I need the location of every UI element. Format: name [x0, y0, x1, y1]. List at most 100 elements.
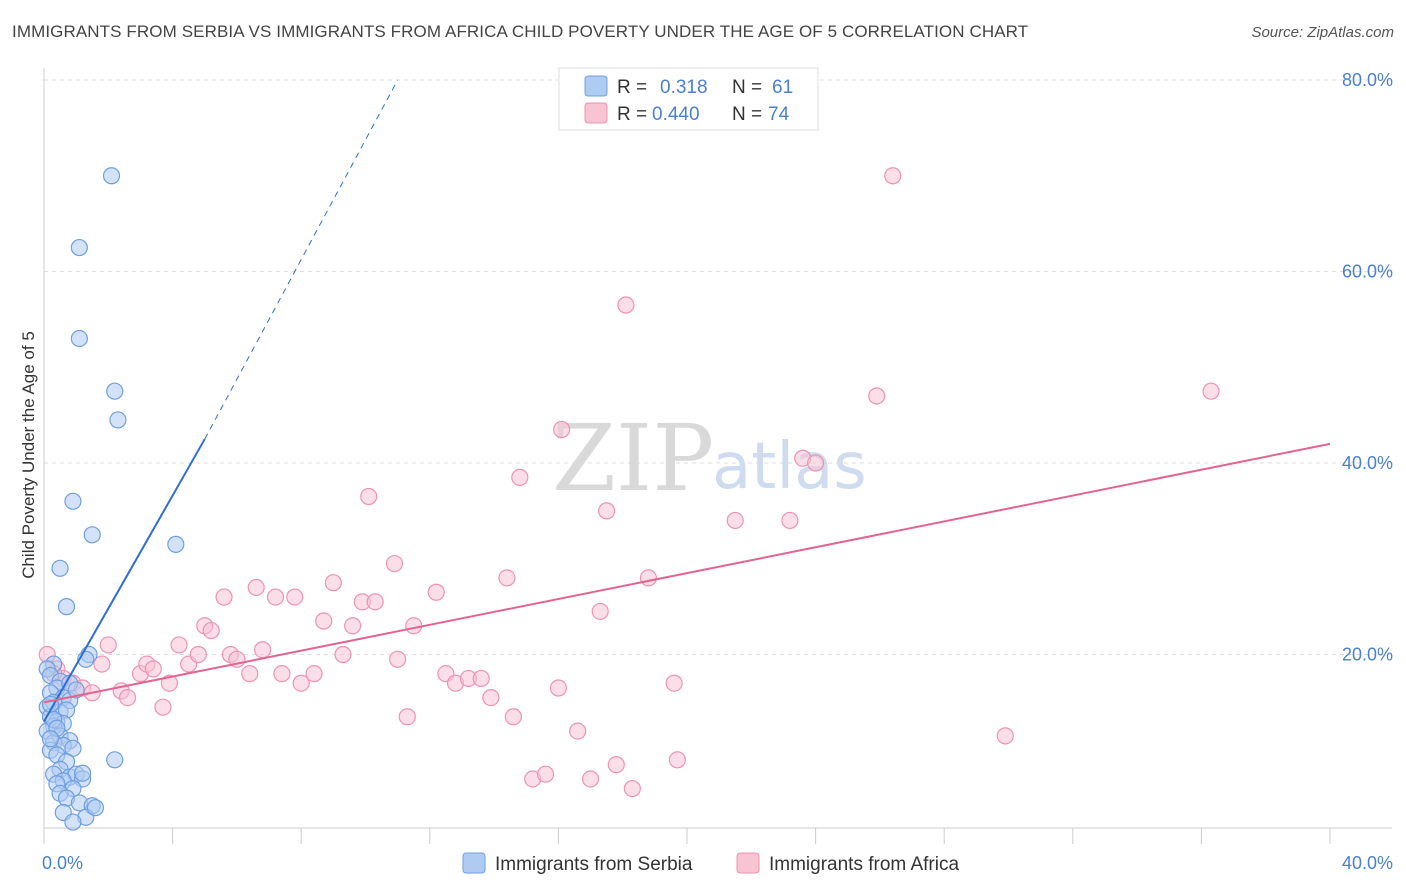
africa-point — [472, 669, 490, 688]
africa-point — [884, 167, 902, 185]
africa-point — [315, 612, 333, 630]
serbia-point — [70, 238, 88, 257]
serbia-point — [106, 382, 124, 400]
serbia-point — [67, 681, 85, 699]
africa-point — [1202, 382, 1220, 400]
africa-point — [498, 569, 516, 587]
africa-point — [389, 650, 407, 668]
africa-point — [617, 296, 635, 314]
series-legend: Immigrants from Serbia Immigrants from A… — [462, 852, 959, 875]
africa-point — [215, 588, 233, 606]
gridlines — [44, 79, 1392, 655]
africa-point — [247, 578, 265, 597]
africa-point — [385, 554, 404, 573]
africa-point — [868, 387, 886, 405]
series-serbia-points — [38, 167, 185, 831]
africa-point — [241, 665, 259, 683]
africa-point — [591, 602, 609, 621]
watermark: ZIP atlas — [552, 405, 867, 512]
africa-point — [360, 487, 378, 506]
legend-r-value-africa: 0.440 — [652, 104, 700, 125]
serbia-point — [83, 526, 101, 544]
serbia-point — [64, 492, 82, 510]
africa-point — [569, 722, 587, 740]
africa-point — [598, 502, 616, 520]
africa-point — [553, 420, 571, 439]
africa-point — [581, 770, 600, 788]
x-tick-marks — [43, 828, 1331, 844]
series-legend-swatch-africa[interactable] — [736, 852, 760, 874]
africa-point — [405, 617, 423, 635]
africa-point — [170, 636, 188, 654]
africa-point — [996, 727, 1014, 745]
africa-point — [144, 660, 162, 678]
africa-point — [668, 751, 686, 769]
serbia-point — [109, 411, 127, 429]
series-legend-label-serbia[interactable]: Immigrants from Serbia — [495, 854, 693, 875]
trend-line-serbia — [43, 438, 206, 723]
africa-point — [344, 617, 362, 635]
y-tick-labels: 20.0% 40.0% 60.0% 80.0% — [1342, 70, 1393, 665]
africa-point — [607, 756, 625, 774]
y-tick-label: 20.0% — [1342, 645, 1393, 665]
africa-point — [549, 679, 568, 697]
serbia-point — [64, 813, 82, 831]
africa-point — [324, 574, 342, 592]
africa-point — [202, 621, 220, 640]
africa-point — [292, 674, 310, 692]
africa-point — [665, 674, 683, 692]
trend-lines — [43, 79, 1331, 723]
legend-r-label: R = — [617, 77, 647, 98]
x-tick-label-max: 40.0% — [1342, 853, 1393, 873]
y-tick-label: 80.0% — [1342, 70, 1393, 90]
watermark-atlas: atlas — [712, 430, 867, 504]
legend-r-label: R = — [617, 104, 647, 125]
africa-point — [273, 665, 291, 683]
legend-r-value-serbia: 0.318 — [660, 77, 708, 98]
x-tick-label-min: 0.0% — [42, 853, 83, 873]
africa-point — [286, 588, 304, 606]
africa-point — [536, 765, 555, 783]
africa-point — [623, 779, 641, 798]
y-tick-label: 60.0% — [1342, 262, 1393, 282]
africa-point — [427, 583, 445, 601]
africa-point — [334, 645, 352, 664]
trend-line-serbia-extension — [204, 79, 399, 440]
legend-n-label: N = — [732, 77, 762, 98]
y-axis-label: Child Poverty Under the Age of 5 — [19, 331, 38, 579]
serbia-point — [70, 329, 88, 348]
legend-n-value-africa: 74 — [768, 104, 790, 125]
legend-n-label: N = — [732, 104, 762, 125]
chart-title: IMMIGRANTS FROM SERBIA VS IMMIGRANTS FRO… — [12, 22, 1029, 41]
africa-point — [154, 698, 172, 716]
trend-line-africa — [43, 442, 1331, 704]
africa-point — [639, 569, 658, 587]
serbia-point — [167, 535, 185, 553]
serbia-point — [102, 167, 121, 185]
africa-point — [398, 708, 416, 726]
y-tick-label: 40.0% — [1342, 453, 1393, 473]
africa-point — [160, 674, 178, 692]
africa-point — [781, 511, 799, 530]
africa-point — [806, 454, 825, 472]
africa-point — [254, 641, 272, 659]
serbia-point — [41, 730, 60, 748]
series-legend-label-africa[interactable]: Immigrants from Africa — [769, 854, 959, 875]
africa-point — [118, 688, 137, 707]
africa-point — [504, 708, 522, 726]
serbia-point — [86, 799, 105, 817]
legend-swatch-africa — [584, 102, 608, 124]
serbia-point — [51, 559, 69, 577]
africa-point — [305, 665, 323, 683]
legend-n-value-serbia: 61 — [772, 77, 793, 98]
serbia-point — [106, 751, 124, 769]
africa-point — [93, 655, 111, 673]
legend-swatch-serbia — [584, 75, 608, 97]
series-legend-swatch-serbia[interactable] — [462, 852, 486, 874]
africa-point — [366, 593, 384, 611]
source-label: Source: ZipAtlas.com — [1251, 24, 1394, 41]
africa-point — [266, 588, 285, 606]
stats-legend: R = 0.318 N = 61 R = 0.440 N = 74 — [558, 67, 819, 131]
africa-point — [189, 645, 207, 664]
